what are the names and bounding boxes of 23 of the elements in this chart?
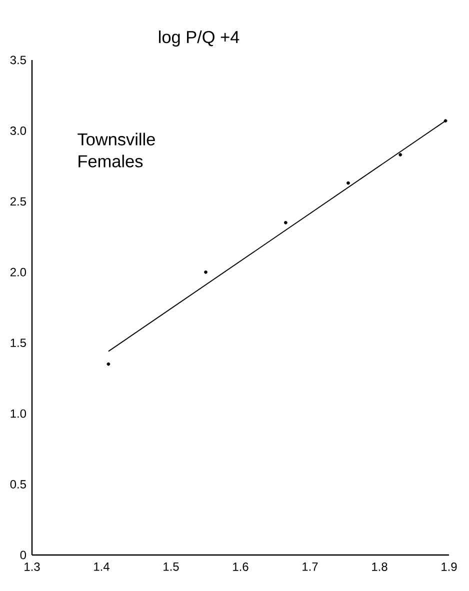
x-tick-label: 1.6 (233, 562, 248, 571)
y-tick-label: 3.0 (10, 126, 26, 135)
x-tick-label: 1.4 (94, 562, 110, 571)
point (398, 153, 402, 156)
x-tick-label: 1.5 (164, 562, 179, 571)
y-tick-label: 1.5 (10, 338, 26, 348)
point (106, 362, 110, 366)
y-tick-label: 0.5 (10, 480, 26, 489)
point (204, 270, 208, 274)
point (444, 119, 448, 123)
y-tick-label: 0 (20, 550, 26, 560)
point (346, 181, 350, 185)
annotation: Townsville Females (78, 132, 155, 168)
y-axis-title: log P/Q +4 (159, 30, 240, 47)
y-tick-label: 3.5 (10, 56, 26, 64)
x-tick-label: 1.8 (372, 562, 388, 571)
x-tick-label: 1.3 (24, 562, 40, 571)
y-tick-label: 1.0 (10, 409, 26, 418)
x-tick-label: 1.9 (442, 562, 457, 571)
x-tick-label: 1.7 (302, 562, 318, 571)
y-tick-label: 2.0 (10, 268, 26, 276)
y-tick-label: 2.5 (10, 197, 26, 206)
point (284, 220, 288, 224)
